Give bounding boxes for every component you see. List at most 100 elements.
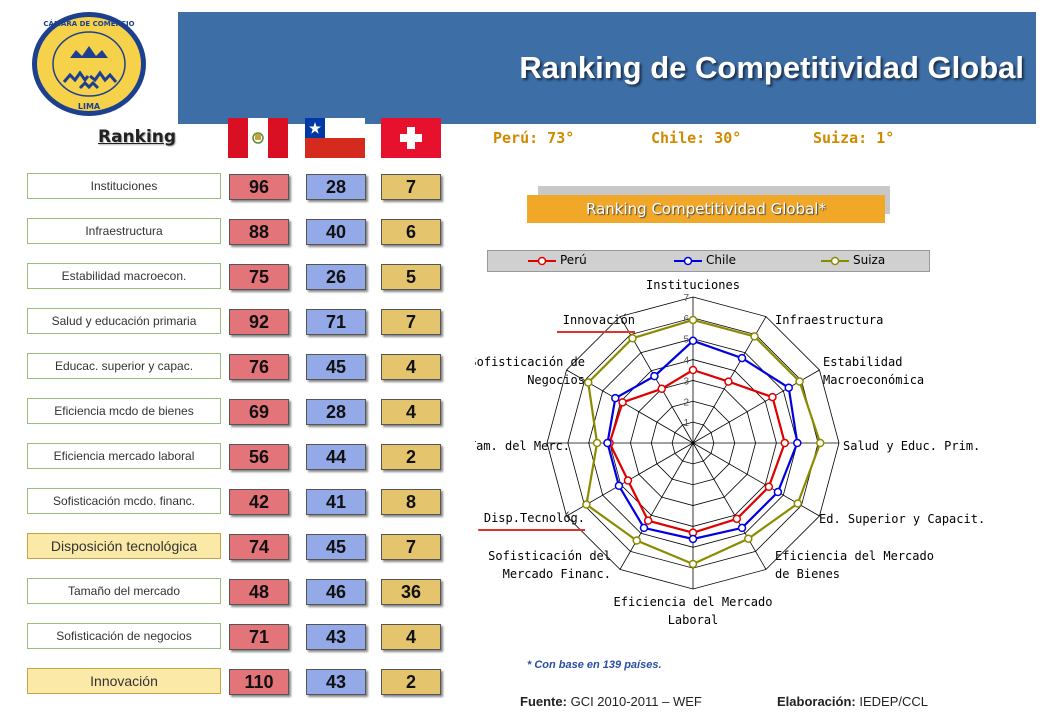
axis-label: Negocios xyxy=(527,373,585,387)
series-point xyxy=(582,500,591,509)
rank-cell-peru: 48 xyxy=(229,579,289,605)
row-label: Salud y educación primaria xyxy=(27,308,221,334)
axis-label: Mercado Financ. xyxy=(503,567,611,581)
tick-label: 4 xyxy=(683,356,689,367)
axis-label: Sofisticación del xyxy=(488,549,611,563)
axis-label: Infraestructura xyxy=(775,313,883,327)
tick-label: 7 xyxy=(683,293,689,304)
series-point xyxy=(583,378,593,387)
axis-label: Tam. del Merc. xyxy=(475,439,570,453)
tick-label: 6 xyxy=(683,314,689,325)
rank-cell-suiza: 2 xyxy=(381,444,441,470)
tick-label: 3 xyxy=(683,376,689,387)
rank-cell-suiza: 4 xyxy=(381,399,441,425)
rank-cell-peru: 69 xyxy=(229,399,289,425)
rank-cell-peru: 96 xyxy=(229,174,289,200)
row-label: Disposición tecnológica xyxy=(27,533,221,559)
rank-cell-suiza: 2 xyxy=(381,669,441,695)
series-point xyxy=(815,438,825,448)
rank-cell-peru: 75 xyxy=(229,264,289,290)
axis-label: Ed. Superior y Capacit. xyxy=(819,512,985,526)
row-label: Eficiencia mcdo de bienes xyxy=(27,398,221,424)
rank-cell-peru: 74 xyxy=(229,534,289,560)
series-point xyxy=(603,438,612,448)
tick-label: 2 xyxy=(683,397,689,408)
rank-cell-suiza: 7 xyxy=(381,534,441,560)
axis-label: Instituciones xyxy=(646,278,740,292)
series-point xyxy=(744,534,753,543)
elaboration-value: IEDEP/CCL xyxy=(859,694,929,709)
camara-de-comercio-lima-logo: CÁMARA DE COMERCIO LIMA xyxy=(32,12,146,116)
source-value: GCI 2010-2011 – WEF xyxy=(570,694,702,709)
series-point xyxy=(688,534,698,544)
series-point xyxy=(643,516,653,525)
row-label: Educac. superior y capac. xyxy=(27,353,221,379)
rank-cell-suiza: 5 xyxy=(381,264,441,290)
series-point xyxy=(632,536,641,545)
rank-cell-chile: 26 xyxy=(306,264,366,290)
chile-flag-icon xyxy=(305,118,365,158)
switzerland-flag-icon xyxy=(381,118,441,158)
elaboration-credit: Elaboración: IEDEP/CCL xyxy=(777,694,928,709)
series-point xyxy=(737,353,747,363)
rank-cell-chile: 44 xyxy=(306,444,366,470)
rank-cell-chile: 43 xyxy=(306,669,366,695)
rank-cell-chile: 28 xyxy=(306,174,366,200)
series-point xyxy=(623,476,633,485)
rank-cell-suiza: 7 xyxy=(381,174,441,200)
ranking-label: Ranking xyxy=(98,127,177,147)
rank-cell-chile: 43 xyxy=(306,624,366,650)
series-point xyxy=(657,384,666,394)
rank-cell-chile: 45 xyxy=(306,354,366,380)
axis-label: Salud y Educ. Prim. xyxy=(843,439,980,453)
chart-title: Ranking Competitividad Global* xyxy=(527,195,885,223)
tick-label: 5 xyxy=(683,335,689,346)
series-point xyxy=(795,377,804,386)
series-point xyxy=(688,559,698,569)
legend-peru-marker xyxy=(528,256,556,266)
rank-cell-chile: 45 xyxy=(306,534,366,560)
rank-cell-peru: 71 xyxy=(229,624,289,650)
series-point xyxy=(688,336,698,346)
row-label: Sofisticación de negocios xyxy=(27,623,221,649)
legend-chile-label: Chile xyxy=(706,253,737,267)
series-point xyxy=(793,499,803,508)
row-label: Tamaño del mercado xyxy=(27,578,221,604)
axis-label: Macroeconómica xyxy=(823,373,924,387)
axis-label: Estabilidad xyxy=(823,355,902,369)
grid-spoke xyxy=(692,442,767,570)
grid-spoke xyxy=(619,442,694,570)
series-point xyxy=(639,523,649,533)
rank-cell-suiza: 8 xyxy=(381,489,441,515)
series-point xyxy=(773,487,783,497)
series-point xyxy=(768,392,777,402)
axis-label: Eficiencia del Mercado xyxy=(614,595,773,609)
summary-suiza: Suiza: 1° xyxy=(813,129,895,147)
series-point xyxy=(650,371,659,381)
row-label: Infraestructura xyxy=(27,218,221,244)
rank-cell-suiza: 36 xyxy=(381,579,441,605)
series-point xyxy=(614,481,624,491)
legend-suiza-marker xyxy=(821,256,849,266)
series-point xyxy=(780,438,790,448)
series-point xyxy=(764,482,774,492)
rank-cell-peru: 92 xyxy=(229,309,289,335)
summary-peru: Perú: 73° xyxy=(493,129,575,147)
axis-label: Laboral xyxy=(668,613,719,627)
series-point xyxy=(750,332,759,341)
rank-cell-suiza: 4 xyxy=(381,624,441,650)
svg-text:CÁMARA DE COMERCIO: CÁMARA DE COMERCIO xyxy=(43,19,134,28)
rank-cell-peru: 76 xyxy=(229,354,289,380)
footnote: * Con base en 139 países. xyxy=(527,659,662,671)
rank-cell-peru: 56 xyxy=(229,444,289,470)
legend-suiza-label: Suiza xyxy=(853,253,886,267)
axis-label: de Bienes xyxy=(775,567,840,581)
axis-label: Eficiencia del Mercado xyxy=(775,549,934,563)
axis-label: Sofisticación de xyxy=(475,355,585,369)
series-point xyxy=(611,393,620,403)
series-point xyxy=(688,315,698,325)
header-bar: Ranking de Competitividad Global xyxy=(178,12,1036,124)
series-point xyxy=(784,383,793,392)
summary-chile: Chile: 30° xyxy=(651,129,742,147)
